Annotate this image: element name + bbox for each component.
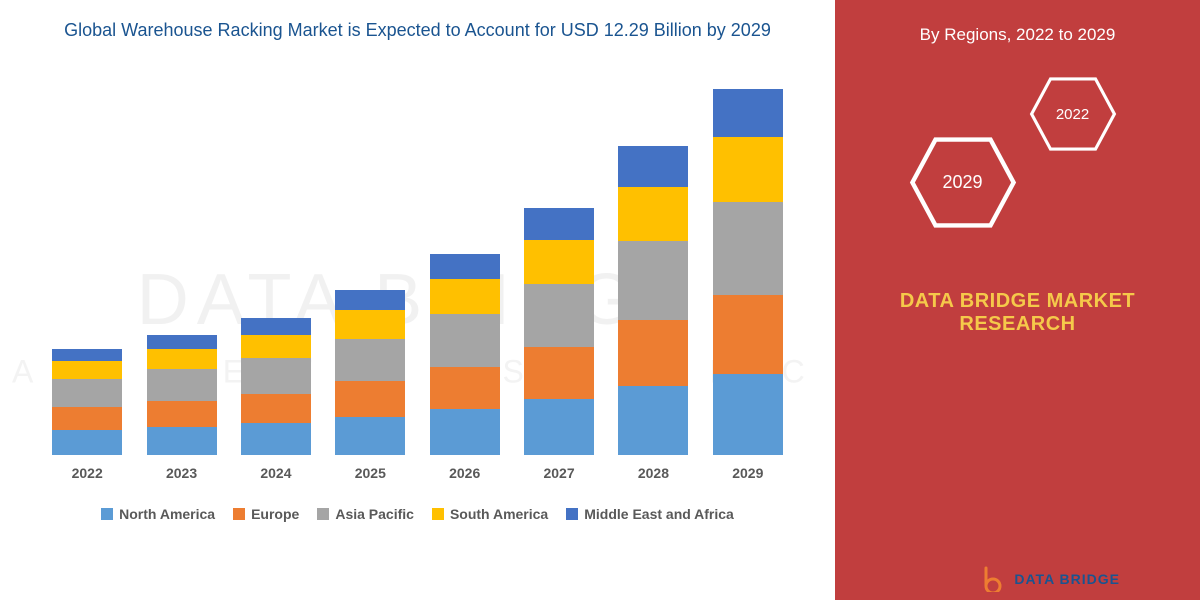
bar-stack	[241, 318, 311, 455]
bar-stack	[147, 335, 217, 455]
legend-item: South America	[432, 506, 548, 522]
bar-segment	[524, 399, 594, 455]
bar-segment	[335, 339, 405, 382]
hexagon-group: 2029 2022	[908, 75, 1168, 255]
bar-segment	[524, 208, 594, 240]
bar-group: 2025	[335, 290, 405, 481]
bar-x-label: 2029	[732, 465, 763, 481]
bar-segment	[713, 295, 783, 374]
bar-segment	[147, 335, 217, 349]
bar-group: 2024	[241, 318, 311, 481]
bar-segment	[618, 187, 688, 242]
legend-swatch	[317, 508, 329, 520]
bar-segment	[524, 240, 594, 284]
legend-label: South America	[450, 506, 548, 522]
hexagon-label-2022: 2022	[1056, 106, 1089, 123]
bar-group: 2027	[524, 208, 594, 481]
bar-segment	[430, 314, 500, 367]
bar-segment	[241, 335, 311, 358]
legend-swatch	[233, 508, 245, 520]
bar-x-label: 2027	[543, 465, 574, 481]
bottom-logo: DATA BRIDGE	[980, 566, 1120, 592]
bar-x-label: 2024	[260, 465, 291, 481]
bar-stack	[524, 208, 594, 455]
legend-label: Asia Pacific	[335, 506, 414, 522]
brand-line1: DATA BRIDGE MARKET	[900, 290, 1135, 312]
bar-x-label: 2028	[638, 465, 669, 481]
legend-swatch	[566, 508, 578, 520]
bar-stack	[713, 89, 783, 455]
legend-item: Asia Pacific	[317, 506, 414, 522]
bar-segment	[430, 409, 500, 455]
chart-section: DATA BRIDGE M A R K E T R E S E A R C H …	[0, 0, 835, 600]
bar-segment	[618, 386, 688, 455]
chart-title: Global Warehouse Racking Market is Expec…	[20, 20, 815, 41]
legend-item: Europe	[233, 506, 299, 522]
bar-segment	[52, 407, 122, 429]
hexagon-2022: 2022	[1028, 75, 1118, 153]
bar-x-label: 2026	[449, 465, 480, 481]
bar-segment	[335, 290, 405, 310]
bar-segment	[147, 401, 217, 426]
bar-segment	[147, 427, 217, 455]
bar-segment	[713, 374, 783, 455]
bar-segment	[335, 381, 405, 416]
chart-area: 2022 2023 2024 2025 2026 2027 2028 2029	[20, 61, 815, 481]
bar-segment	[241, 358, 311, 394]
bar-segment	[713, 202, 783, 295]
hexagon-2029: 2029	[908, 135, 1018, 230]
bar-segment	[430, 367, 500, 410]
bar-stack	[430, 254, 500, 455]
bar-segment	[52, 379, 122, 407]
bar-group: 2022	[52, 349, 122, 481]
legend-label: Middle East and Africa	[584, 506, 734, 522]
right-panel-header: By Regions, 2022 to 2029	[920, 25, 1116, 45]
bar-segment	[147, 369, 217, 401]
bar-segment	[335, 310, 405, 338]
legend-swatch	[432, 508, 444, 520]
bar-stack	[335, 290, 405, 455]
bar-group: 2029	[713, 89, 783, 481]
bar-x-label: 2023	[166, 465, 197, 481]
bar-segment	[430, 254, 500, 279]
bar-x-label: 2022	[72, 465, 103, 481]
bar-segment	[618, 320, 688, 386]
logo-icon	[980, 566, 1006, 592]
bar-segment	[52, 430, 122, 455]
bar-segment	[618, 241, 688, 320]
bars-container: 2022 2023 2024 2025 2026 2027 2028 2029	[20, 61, 815, 481]
legend-label: North America	[119, 506, 215, 522]
bar-group: 2028	[618, 146, 688, 481]
bar-x-label: 2025	[355, 465, 386, 481]
legend-item: North America	[101, 506, 215, 522]
bottom-logo-text: DATA BRIDGE	[1014, 571, 1120, 587]
bar-segment	[241, 394, 311, 422]
bar-segment	[618, 146, 688, 186]
legend-swatch	[101, 508, 113, 520]
right-panel: By Regions, 2022 to 2029 2029 2022 DATA …	[835, 0, 1200, 600]
brand-line2: RESEARCH	[959, 313, 1075, 335]
bar-segment	[430, 279, 500, 314]
bar-segment	[524, 284, 594, 347]
legend-label: Europe	[251, 506, 299, 522]
bar-group: 2023	[147, 335, 217, 481]
bar-segment	[335, 417, 405, 455]
bar-segment	[147, 349, 217, 369]
legend-item: Middle East and Africa	[566, 506, 734, 522]
bar-group: 2026	[430, 254, 500, 481]
bar-segment	[713, 89, 783, 138]
bar-segment	[52, 349, 122, 361]
bar-segment	[52, 361, 122, 379]
bar-segment	[524, 347, 594, 400]
main-container: DATA BRIDGE M A R K E T R E S E A R C H …	[0, 0, 1200, 600]
bar-segment	[713, 137, 783, 202]
bar-stack	[618, 146, 688, 455]
hexagon-label-2029: 2029	[942, 172, 982, 193]
chart-legend: North America Europe Asia Pacific South Ame…	[20, 506, 815, 522]
bar-segment	[241, 423, 311, 455]
brand-title: DATA BRIDGE MARKET RESEARCH	[900, 290, 1135, 336]
bar-segment	[241, 318, 311, 334]
bar-stack	[52, 349, 122, 455]
